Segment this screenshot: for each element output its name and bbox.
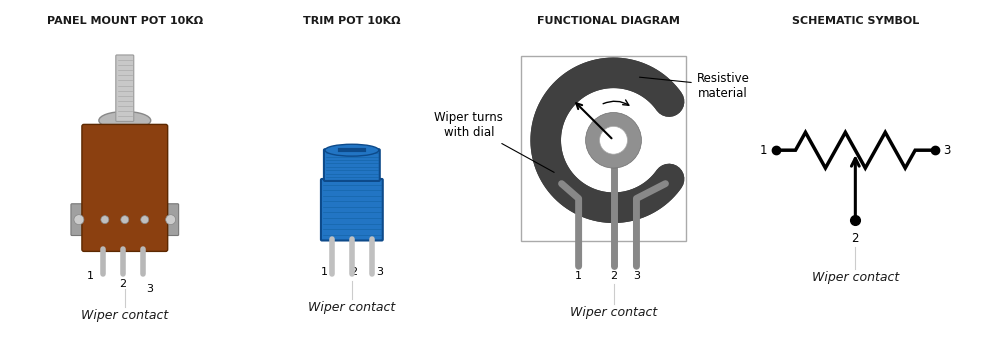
Text: 1: 1 (575, 271, 582, 281)
Text: FUNCTIONAL DIAGRAM: FUNCTIONAL DIAGRAM (538, 16, 680, 26)
Text: 1: 1 (86, 271, 93, 281)
Text: 2: 2 (851, 232, 859, 245)
Ellipse shape (325, 144, 379, 156)
Text: 3: 3 (376, 267, 383, 277)
Circle shape (141, 216, 148, 224)
FancyBboxPatch shape (321, 179, 383, 240)
Bar (521, 56, 686, 241)
Text: 3: 3 (943, 144, 950, 157)
Circle shape (600, 126, 628, 154)
Text: SCHEMATIC SYMBOL: SCHEMATIC SYMBOL (792, 16, 919, 26)
Circle shape (586, 112, 642, 168)
Circle shape (101, 216, 109, 224)
FancyBboxPatch shape (116, 55, 134, 121)
FancyBboxPatch shape (82, 124, 167, 251)
FancyBboxPatch shape (71, 204, 87, 236)
Text: 2: 2 (119, 279, 127, 289)
Circle shape (74, 215, 84, 225)
Text: 3: 3 (147, 284, 153, 294)
Text: TRIM POT 10KΩ: TRIM POT 10KΩ (303, 16, 401, 26)
Text: Wiper contact: Wiper contact (81, 309, 168, 322)
Text: Wiper turns
with dial: Wiper turns with dial (435, 111, 554, 173)
Text: 3: 3 (633, 271, 640, 281)
Text: Wiper contact: Wiper contact (812, 271, 899, 284)
Text: PANEL MOUNT POT 10KΩ: PANEL MOUNT POT 10KΩ (47, 16, 203, 26)
Ellipse shape (99, 112, 150, 130)
Text: Wiper contact: Wiper contact (308, 301, 395, 314)
Text: 1: 1 (321, 267, 328, 277)
Circle shape (121, 216, 129, 224)
Text: 2: 2 (350, 267, 357, 277)
Text: 2: 2 (610, 271, 617, 281)
Text: Wiper contact: Wiper contact (570, 306, 657, 319)
FancyBboxPatch shape (162, 204, 178, 236)
Text: Resistive
material: Resistive material (640, 72, 749, 100)
Circle shape (165, 215, 175, 225)
Text: 1: 1 (760, 144, 767, 157)
FancyBboxPatch shape (324, 149, 380, 181)
